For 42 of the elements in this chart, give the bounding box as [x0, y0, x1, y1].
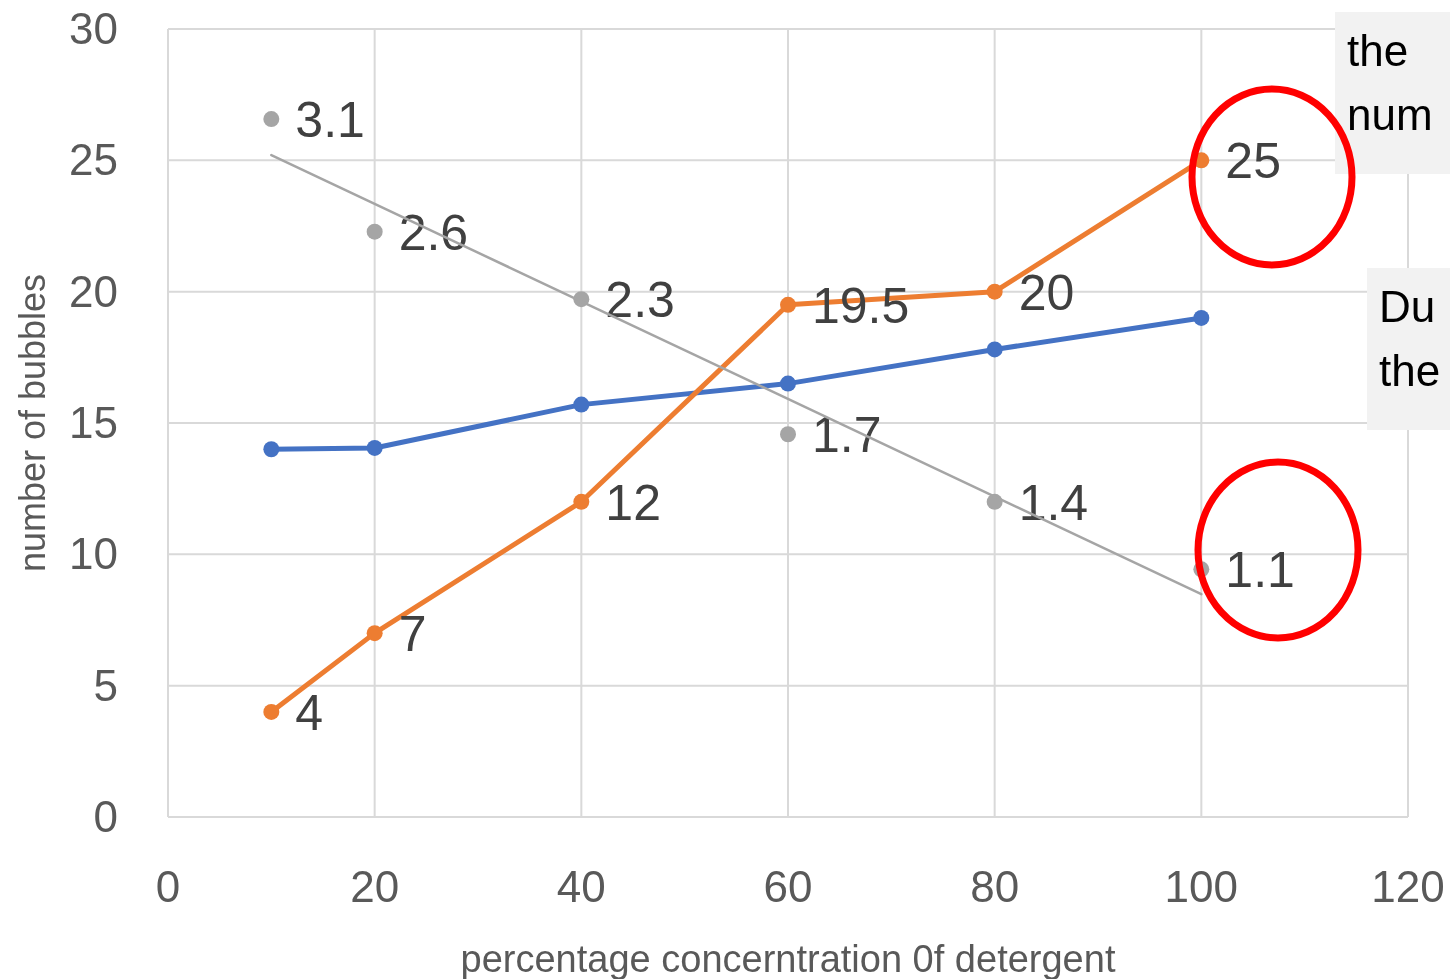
point — [366, 439, 383, 456]
point — [263, 703, 280, 720]
point — [780, 296, 796, 313]
annotation: the num — [1347, 26, 1433, 139]
y-axis-title: number of bubbles — [12, 273, 53, 573]
annotation: Du the — [1379, 282, 1441, 395]
y-tick-label: 30 — [69, 4, 118, 53]
data-label: 2.3 — [605, 272, 675, 329]
x-tick-label: 100 — [1164, 862, 1239, 911]
point — [780, 375, 796, 392]
point — [366, 625, 383, 642]
data-label: 2.6 — [398, 204, 469, 261]
point — [1193, 309, 1210, 326]
data-label: 4 — [295, 684, 324, 741]
x-tick-label: 40 — [556, 862, 606, 911]
data-label: 25 — [1225, 133, 1281, 190]
x-tick-label: 20 — [350, 862, 400, 911]
y-tick-label: 15 — [69, 398, 118, 447]
y-tick-label: 20 — [69, 266, 118, 316]
x-tick-label: 120 — [1371, 862, 1445, 911]
point — [573, 493, 590, 510]
point — [263, 111, 280, 128]
point — [780, 426, 796, 443]
y-tick-label: 5 — [93, 660, 118, 710]
data-label: 20 — [1018, 264, 1075, 321]
point — [986, 341, 1003, 358]
data-label: 3.1 — [295, 92, 365, 149]
x-tick-label: 60 — [763, 862, 813, 911]
data-label: 1.7 — [812, 407, 882, 464]
y-tick-label: 25 — [69, 135, 118, 185]
x-tick-label: 80 — [970, 862, 1020, 911]
point — [986, 283, 1003, 300]
point — [573, 396, 590, 413]
y-tick-label: 10 — [69, 529, 118, 579]
data-label: 12 — [605, 474, 661, 531]
data-label: 1.4 — [1018, 474, 1089, 531]
point — [366, 223, 383, 240]
data-label: 7 — [398, 606, 427, 663]
point — [263, 441, 280, 458]
x-tick-label: 0 — [155, 862, 181, 911]
data-label: 1.1 — [1225, 542, 1295, 599]
y-tick-label: 0 — [93, 792, 118, 841]
